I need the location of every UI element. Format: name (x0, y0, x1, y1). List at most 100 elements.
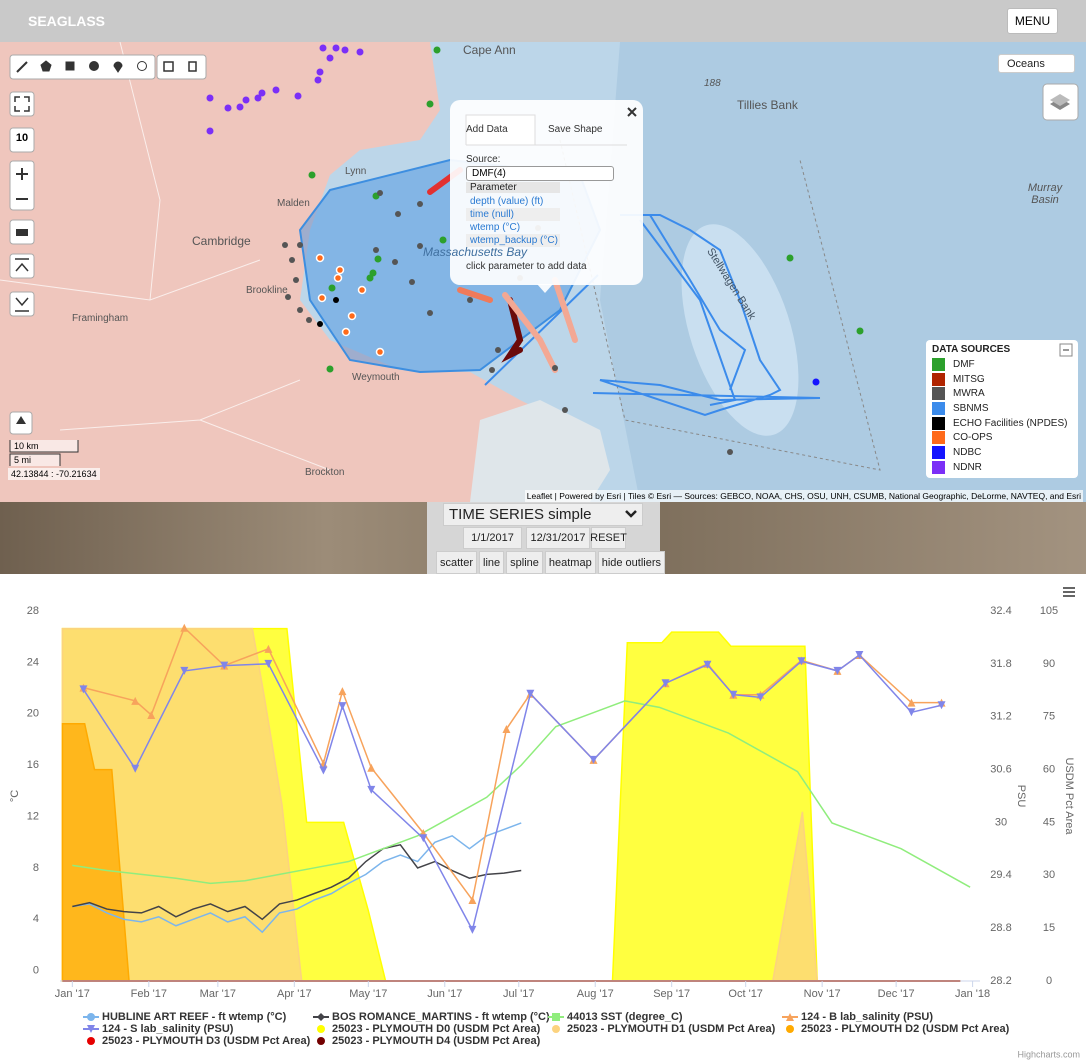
x-tick-label: Dec '17 (878, 988, 915, 1000)
map-label: 188 (704, 78, 721, 89)
point-marker (147, 710, 156, 719)
point-marker (264, 659, 273, 668)
edit-toolbar[interactable] (156, 54, 207, 80)
legend-label: MWRA (953, 388, 985, 400)
parameter[interactable]: depth (value) (ft) (470, 196, 544, 207)
parameter[interactable]: wtemp (°C) (470, 222, 521, 233)
parameter-list: depth (value) (ft) time (null) wtemp (°C) w… (466, 195, 560, 247)
y3-tick-label: 105 (1040, 605, 1058, 617)
y2-tick-label: 32.4 (990, 605, 1011, 617)
y2-tick-label: 30.6 (990, 763, 1011, 775)
select-chevron (625, 510, 637, 518)
point-marker (131, 696, 140, 705)
y2-axis-title: PSU (1015, 785, 1027, 808)
legend-item: NDBC (932, 445, 1072, 460)
y-tick-label: 20 (27, 708, 39, 720)
legend-label[interactable]: 25023 - PLYMOUTH D0 (USDM Pct Area) (332, 1023, 541, 1035)
legend-label[interactable]: HUBLINE ART REEF - ft wtemp (°C) (102, 1011, 287, 1023)
legend-label[interactable]: 25023 - PLYMOUTH D1 (USDM Pct Area) (567, 1023, 776, 1035)
y2-tick-label: 29.4 (990, 869, 1011, 881)
legend-label[interactable]: 44013 SST (degree_C) (567, 1011, 683, 1023)
legend-label: NDNR (953, 461, 982, 473)
legend-symbol (317, 1025, 325, 1033)
point-marker (833, 666, 842, 675)
x-tick-label: Nov '17 (804, 988, 841, 1000)
point-marker (367, 785, 376, 794)
map-label: Murray Basin (1027, 182, 1063, 206)
legend-label: NDBC (953, 446, 982, 458)
attribution: Leaflet | Powered by Esri | Tiles © Esri… (524, 490, 1083, 502)
point-marker (367, 763, 376, 772)
timeseries-select[interactable]: TIME SERIES simple (443, 503, 643, 526)
legend-label[interactable]: 25023 - PLYMOUTH D2 (USDM Pct Area) (801, 1023, 1010, 1035)
point-marker (220, 661, 229, 670)
y2-tick-label: 30 (995, 816, 1007, 828)
legend-swatch (932, 431, 945, 445)
line (72, 843, 522, 921)
legend-label: ECHO Facilities (NPDES) (953, 417, 1068, 429)
point-marker (526, 689, 535, 698)
line (72, 700, 971, 888)
menu-button[interactable]: MENU (1007, 8, 1058, 34)
scale-mi: 5 mi (14, 455, 32, 465)
y-tick-label: 12 (27, 810, 39, 822)
legend-symbol (87, 1025, 95, 1033)
popup-close[interactable] (627, 107, 637, 117)
legend-symbol (87, 1013, 95, 1021)
mode-button[interactable]: spline (506, 551, 543, 574)
popup-tab[interactable]: Save Shape (548, 124, 603, 135)
map-buttons[interactable] (9, 83, 1079, 435)
sbnms-tracks (484, 214, 821, 417)
legend-swatch (932, 372, 945, 386)
legend-swatch (932, 416, 945, 430)
legend-label[interactable]: 25023 - PLYMOUTH D4 (USDM Pct Area) (332, 1035, 541, 1047)
end-date[interactable]: 12/31/2017 (526, 527, 590, 549)
area (61, 627, 961, 982)
x-tick-label: Sep '17 (653, 988, 690, 1000)
x-tick-label: Oct '17 (728, 988, 763, 1000)
mode-button[interactable]: heatmap (544, 551, 596, 574)
y2-tick-label: 28.2 (990, 975, 1011, 987)
y3-tick-label: 90 (1043, 658, 1055, 670)
legend-swatch (932, 357, 945, 371)
parameter[interactable]: time (null) (466, 208, 560, 221)
y2-tick-label: 28.8 (990, 922, 1011, 934)
edit-tools[interactable] (163, 61, 197, 72)
draw-tools[interactable] (16, 60, 147, 73)
legend-symbol (552, 1025, 560, 1033)
mode-button[interactable]: hide outliers (597, 551, 666, 574)
map-label: Framingham (72, 313, 129, 324)
map-label: Brockton (305, 467, 345, 478)
chart-menu[interactable] (1063, 587, 1075, 597)
legend-symbol (552, 1013, 560, 1021)
parameter[interactable]: wtemp_backup (°C) (466, 234, 560, 247)
point-marker (468, 925, 477, 934)
legend-label[interactable]: 124 - B lab_salinity (PSU) (801, 1011, 933, 1023)
point-marker (180, 623, 189, 632)
y3-tick-label: 0 (1046, 975, 1052, 987)
land (0, 42, 575, 502)
basemap-select[interactable]: Oceans (998, 54, 1075, 73)
legend-label[interactable]: 124 - S lab_salinity (PSU) (102, 1023, 234, 1035)
start-date[interactable]: 1/1/2017 (463, 527, 522, 549)
legend-label[interactable]: 25023 - PLYMOUTH D3 (USDM Pct Area) (102, 1035, 311, 1047)
point-marker (419, 834, 428, 843)
point-marker (937, 701, 946, 710)
x-tick-label: Apr '17 (277, 988, 312, 1000)
point-marker (338, 687, 347, 696)
y-tick-label: 24 (27, 656, 39, 668)
point-marker (907, 708, 916, 717)
x-tick-label: Jul '17 (503, 988, 534, 1000)
point-marker (703, 660, 712, 669)
mode-button[interactable]: line (479, 551, 505, 574)
reset-button[interactable]: RESET (590, 527, 627, 549)
mode-button[interactable]: scatter (436, 551, 478, 574)
legend-label[interactable]: BOS ROMANCE_MARTINS - ft wtemp (°C) (332, 1011, 550, 1023)
point-marker (589, 755, 598, 764)
point-marker (502, 725, 511, 734)
zoom-level: 10 (15, 132, 29, 144)
chart: Highcharts.com °C PSU USDM Pct Area 0 4 8 12 16… (9, 587, 1080, 1059)
legend-item: DMF (932, 357, 1072, 372)
source-select[interactable]: DMF(4) (466, 166, 614, 181)
popup-tab[interactable]: Add Data (466, 124, 508, 135)
